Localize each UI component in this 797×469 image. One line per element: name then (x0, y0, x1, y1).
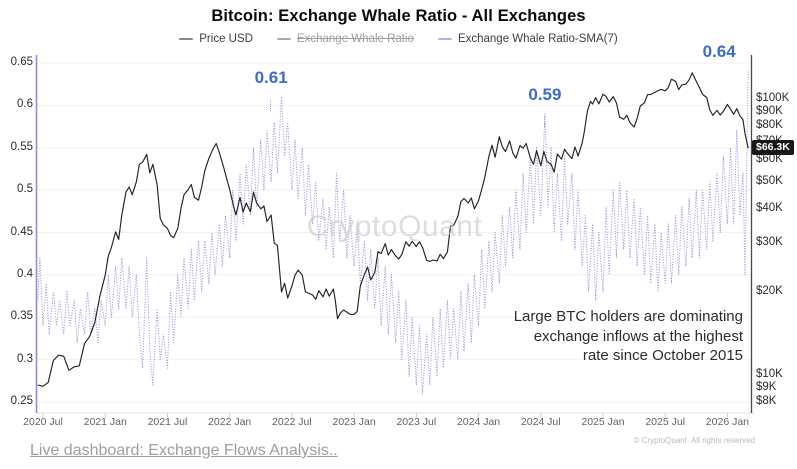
analyst-note-line3: rate since October 2015 (582, 347, 743, 364)
legend-label-whale-ratio-sma7: Exchange Whale Ratio-SMA(7) (457, 33, 618, 45)
legend-label-exchange-whale-ratio: Exchange Whale Ratio (296, 33, 414, 45)
live-dashboard-link[interactable]: Live dashboard: Exchange Flows Analysis.… (30, 442, 338, 459)
current-price-badge: $66.3K (752, 140, 794, 156)
legend-item-price-usd[interactable]: Price USD (179, 33, 253, 45)
legend-swatch-whale-ratio-sma7-icon (437, 38, 452, 40)
legend-label-price-usd: Price USD (199, 33, 253, 45)
legend-item-exchange-whale-ratio[interactable]: Exchange Whale Ratio (276, 33, 414, 45)
legend-swatch-exchange-whale-ratio-icon (276, 38, 291, 40)
analyst-note-line2: exchange inflows at the highest (533, 327, 743, 345)
series-whale-ratio-sma (37, 71, 749, 394)
analyst-note: Large BTC holders are dominating exchang… (514, 307, 743, 366)
legend-swatch-price-usd-icon (179, 38, 194, 40)
legend-item-whale-ratio-sma7[interactable]: Exchange Whale Ratio-SMA(7) (437, 33, 618, 45)
chart-title: Bitcoin: Exchange Whale Ratio - All Exch… (211, 7, 586, 25)
copyright-text: © CryptoQuant. All rights reserved (633, 436, 756, 445)
series-price-usd (37, 72, 749, 387)
analyst-note-line1: Large BTC holders are dominating (513, 308, 743, 325)
legend: Price USD Exchange Whale Ratio Exchange … (0, 33, 797, 45)
